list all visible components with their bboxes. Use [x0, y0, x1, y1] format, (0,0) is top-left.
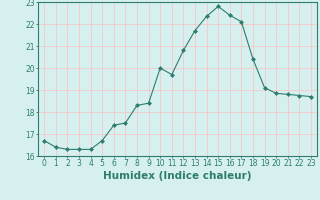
X-axis label: Humidex (Indice chaleur): Humidex (Indice chaleur) — [103, 171, 252, 181]
